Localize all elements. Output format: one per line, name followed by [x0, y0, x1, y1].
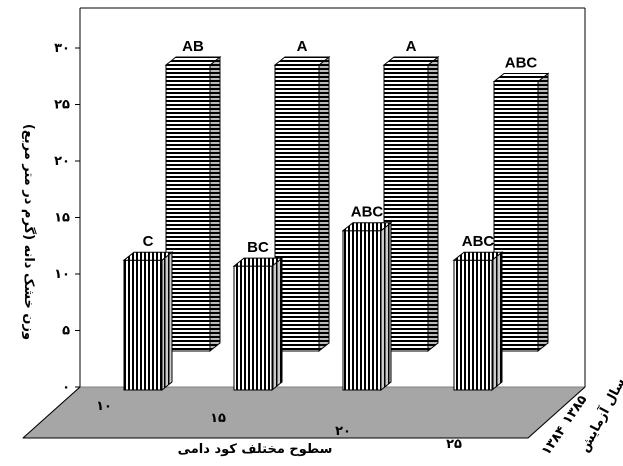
chart-walls [21, 7, 587, 439]
bar-side-face [537, 72, 549, 353]
bar-side-face [271, 257, 283, 392]
front-right-edge [527, 386, 586, 439]
z-tick-label: ۱۳۸۴ [539, 424, 570, 459]
bar [273, 55, 331, 353]
y-tick-label: ۱۵ [54, 211, 70, 226]
bars [122, 55, 550, 392]
y-axis: ۰ ۵ ۱۰ ۱۵ ۲۰ ۲۵ ۳۰ [54, 8, 81, 395]
bar-data-label: ABC [351, 204, 384, 221]
bar-data-label: BC [247, 239, 269, 256]
bar-labels: AB A A ABC C BC ABC ABC [143, 38, 538, 256]
bar-top-face [382, 56, 440, 66]
bar-top-face [273, 56, 331, 66]
bar-side-face [209, 55, 221, 353]
bar [341, 221, 393, 392]
y-axis-title: وزن خشک دانه (گرم در متر مربع) [21, 124, 37, 340]
y-tick-label: ۲۵ [54, 98, 70, 113]
y-tick-label: ۰ [62, 380, 70, 395]
y-tick-label: ۳۰ [54, 41, 70, 56]
bar-side-face [380, 221, 392, 392]
front-left-edge [22, 386, 81, 439]
bar-top-face [232, 257, 284, 267]
x-tick-labels: ۱۰ ۱۵ ۲۰ ۲۵ [96, 399, 462, 452]
bar-data-label: ABC [505, 55, 538, 72]
bar-front-face [453, 259, 493, 391]
bar [232, 257, 284, 392]
bar [122, 251, 174, 392]
bar-top-face [452, 251, 504, 261]
x-tick-label: ۱۵ [210, 411, 226, 426]
bar-top-face [341, 222, 393, 232]
bar-side-face [161, 251, 173, 392]
y-tick-label: ۲۰ [54, 154, 70, 169]
bar [452, 251, 504, 392]
bar-data-label: A [297, 38, 308, 55]
bar-data-label: A [406, 38, 417, 55]
bar [382, 55, 440, 353]
bar-front-face [123, 259, 163, 391]
y-tick-label: ۵ [62, 324, 70, 339]
x-tick-label: ۲۰ [335, 424, 351, 439]
bar-data-label: AB [182, 38, 204, 55]
bar-front-face [165, 64, 211, 352]
x-tick-label: ۲۵ [446, 437, 462, 452]
bar-data-label: ABC [462, 233, 495, 250]
bar-top-face [122, 251, 174, 261]
bar-front-face [233, 265, 273, 391]
bar-front-face [342, 230, 382, 391]
x-tick-label: ۱۰ [96, 399, 112, 414]
bar-side-face [318, 55, 330, 353]
y-tick-label: ۱۰ [54, 267, 70, 282]
bar-data-label: C [143, 233, 154, 250]
bar [164, 55, 222, 353]
bar-top-face [492, 73, 550, 82]
bar-side-face [427, 55, 439, 353]
bar-side-face [491, 251, 503, 392]
x-axis-title: سطوح مختلف کود دامی [178, 442, 333, 457]
bar-top-face [164, 56, 222, 66]
